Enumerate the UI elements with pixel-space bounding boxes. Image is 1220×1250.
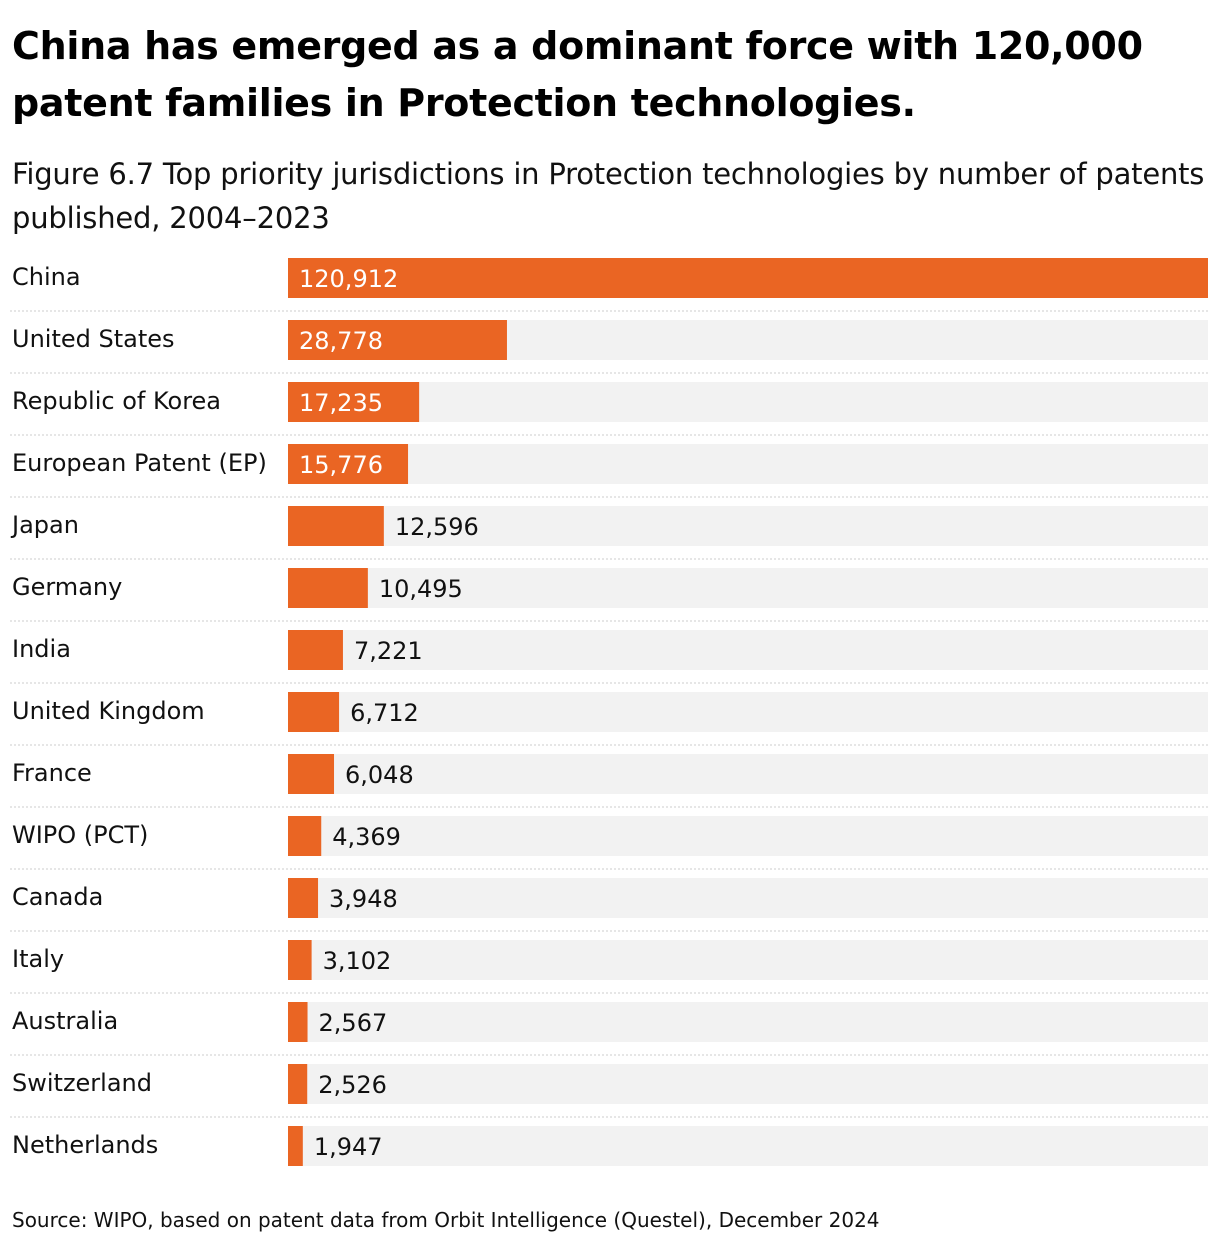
category-label: Australia bbox=[12, 1007, 118, 1035]
chart-title: China has emerged as a dominant force wi… bbox=[12, 24, 1143, 125]
value-label: 1,947 bbox=[314, 1133, 383, 1161]
category-label: WIPO (PCT) bbox=[12, 821, 148, 849]
value-label: 12,596 bbox=[395, 513, 479, 541]
bar-track bbox=[288, 878, 1208, 918]
bar-track bbox=[288, 940, 1208, 980]
bar bbox=[288, 692, 340, 732]
bar bbox=[288, 1002, 308, 1042]
bar bbox=[288, 444, 409, 484]
source-note: Source: WIPO, based on patent data from … bbox=[12, 1208, 880, 1232]
bar-track bbox=[288, 1002, 1208, 1042]
value-label: 6,712 bbox=[350, 699, 419, 727]
value-label: 3,948 bbox=[329, 885, 398, 913]
bar bbox=[288, 506, 384, 546]
chart-subtitle: Figure 6.7 Top priority jurisdictions in… bbox=[12, 157, 1205, 235]
category-label: United Kingdom bbox=[12, 697, 205, 725]
value-label: 7,221 bbox=[354, 637, 423, 665]
category-label: France bbox=[12, 759, 92, 787]
category-label: Germany bbox=[12, 573, 122, 601]
bar-track bbox=[288, 568, 1208, 608]
category-label: China bbox=[12, 263, 81, 291]
value-label: 2,526 bbox=[318, 1071, 387, 1099]
bar-track bbox=[288, 754, 1208, 794]
bar bbox=[288, 320, 507, 360]
bar-chart: China 120,912 United States 28,778 Republic … bbox=[10, 258, 1208, 1166]
value-label: 28,778 bbox=[299, 327, 383, 355]
bar bbox=[288, 816, 322, 856]
category-label: Switzerland bbox=[12, 1069, 152, 1097]
value-label: 17,235 bbox=[299, 389, 383, 417]
bar-track bbox=[288, 816, 1208, 856]
bar bbox=[288, 1126, 303, 1166]
bar bbox=[288, 382, 420, 422]
category-label: India bbox=[12, 635, 71, 663]
bar bbox=[288, 568, 368, 608]
category-label: Japan bbox=[10, 511, 79, 539]
category-label: Italy bbox=[12, 945, 64, 973]
value-label: 120,912 bbox=[299, 265, 398, 293]
value-label: 2,567 bbox=[319, 1009, 388, 1037]
bar-track bbox=[288, 1126, 1208, 1166]
bar-track bbox=[288, 506, 1208, 546]
category-label: Netherlands bbox=[12, 1131, 158, 1159]
value-label: 6,048 bbox=[345, 761, 414, 789]
bar bbox=[288, 940, 312, 980]
value-label: 15,776 bbox=[299, 451, 383, 479]
bar bbox=[288, 878, 319, 918]
bar bbox=[288, 258, 1208, 298]
category-label: United States bbox=[12, 325, 175, 353]
bar-track bbox=[288, 382, 1208, 422]
bar bbox=[288, 630, 343, 670]
bar bbox=[288, 1064, 308, 1104]
category-label: Republic of Korea bbox=[12, 387, 221, 415]
bar-track bbox=[288, 630, 1208, 670]
value-label: 10,495 bbox=[379, 575, 463, 603]
bar-track bbox=[288, 1064, 1208, 1104]
value-label: 3,102 bbox=[323, 947, 392, 975]
value-label: 4,369 bbox=[332, 823, 401, 851]
category-label: Canada bbox=[12, 883, 103, 911]
category-label: European Patent (EP) bbox=[12, 449, 267, 477]
bar bbox=[288, 754, 335, 794]
bar-track bbox=[288, 692, 1208, 732]
bar-track bbox=[288, 444, 1208, 484]
